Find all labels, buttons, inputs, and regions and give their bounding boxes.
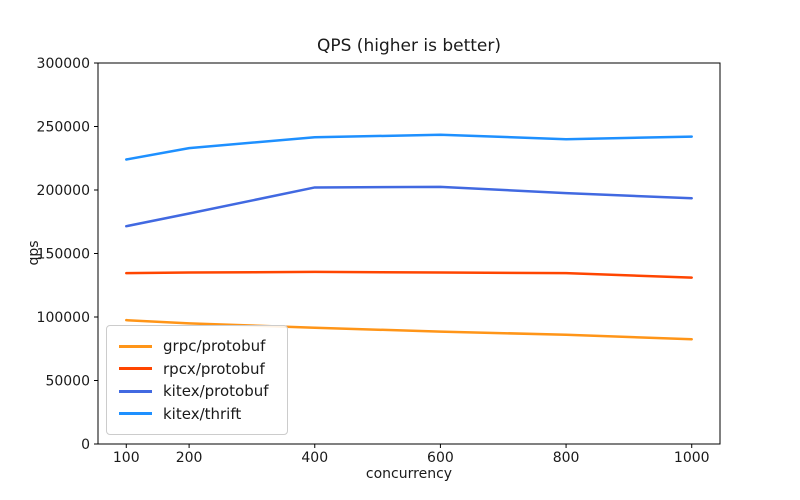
series-line-grpc-protobuf	[125, 318, 693, 341]
y-tick-label: 300000	[37, 56, 90, 72]
y-tick-label: 200000	[37, 183, 90, 199]
legend-line-swatch-kitex-protobuf	[119, 389, 152, 393]
legend-label: kitex/thrift	[163, 404, 242, 423]
legend-label: grpc/protobuf	[163, 337, 266, 356]
y-tick-label: 50000	[45, 374, 90, 390]
legend-item-rpcx-protobuf: rpcx/protobuf	[119, 358, 277, 381]
y-tick-label: 0	[81, 437, 90, 453]
y-tick-label: 150000	[37, 247, 90, 263]
legend-item-kitex-thrift: kitex/thrift	[119, 403, 277, 426]
y-axis-label: qps	[26, 240, 42, 266]
x-tick-label: 100	[113, 450, 140, 466]
x-axis-label: concurrency	[365, 466, 453, 482]
legend: grpc/protobuf rpcx/protobuf kitex/protob…	[106, 325, 288, 435]
x-tick-label: 400	[301, 450, 328, 466]
series-line-kitex-protobuf	[125, 185, 693, 228]
y-tick-label: 100000	[37, 310, 90, 326]
legend-line-swatch-kitex-thrift	[119, 412, 152, 416]
legend-label: kitex/protobuf	[163, 382, 269, 401]
series-line-rpcx-protobuf	[125, 270, 693, 279]
x-tick-label: 600	[427, 450, 454, 466]
x-tick-label: 1000	[674, 450, 710, 466]
legend-item-kitex-protobuf: kitex/protobuf	[119, 380, 277, 403]
x-tick-label: 800	[553, 450, 580, 466]
chart-title: QPS (higher is better)	[316, 36, 502, 56]
legend-item-grpc-protobuf: grpc/protobuf	[119, 335, 277, 358]
y-tick-label: 250000	[37, 120, 90, 136]
x-tick-label: 200	[176, 450, 203, 466]
legend-label: rpcx/protobuf	[163, 359, 265, 378]
legend-line-swatch-rpcx-protobuf	[119, 367, 152, 371]
series-line-kitex-thrift	[125, 133, 693, 161]
legend-line-swatch-grpc-protobuf	[119, 344, 152, 348]
